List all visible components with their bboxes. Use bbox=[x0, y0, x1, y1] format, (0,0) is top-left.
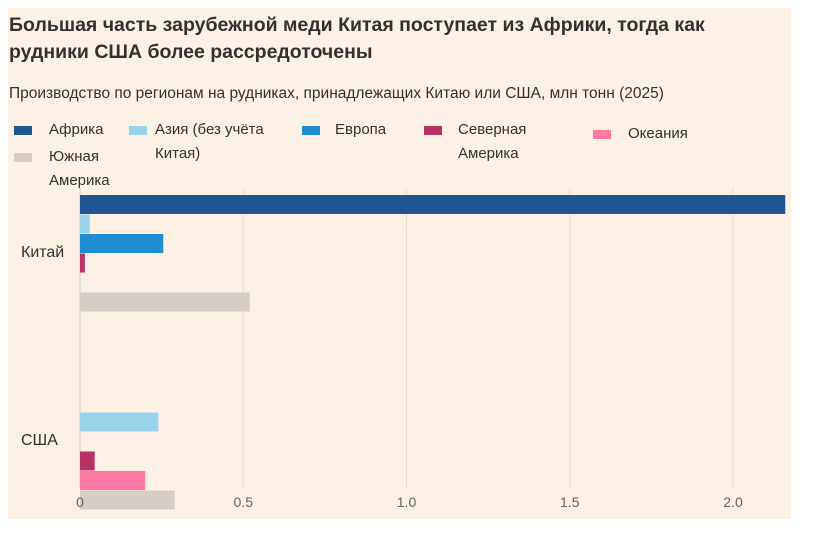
legend-swatch-south-america bbox=[14, 153, 32, 162]
bar-1-5 bbox=[80, 490, 175, 510]
bar-0-5 bbox=[80, 292, 250, 312]
legend-label-north-america: Северная Америка bbox=[458, 121, 527, 162]
legend-item-south-america: Южная Америка bbox=[14, 145, 129, 195]
x-tick-label-0: 0 bbox=[76, 494, 84, 510]
x-tick-label-3: 1.5 bbox=[560, 494, 580, 510]
bar-1-1 bbox=[80, 412, 159, 432]
bar-0-2 bbox=[80, 234, 164, 253]
x-tick-label-2: 1.0 bbox=[397, 494, 417, 510]
legend-swatch-africa bbox=[14, 126, 32, 135]
bar-0-1 bbox=[80, 214, 90, 234]
legend-item-oceania: Океания bbox=[593, 122, 713, 152]
legend-item-africa: Африка bbox=[14, 118, 129, 148]
legend-item-north-america: Северная Америка bbox=[424, 118, 554, 168]
legend-label-asia: Азия (без учёта Китая) bbox=[155, 121, 264, 162]
bar-0-0 bbox=[80, 195, 786, 214]
chart-subtitle: Производство по регионам на рудниках, пр… bbox=[9, 85, 664, 102]
bars-layer bbox=[80, 195, 786, 510]
category-label-0: Китай bbox=[21, 244, 64, 261]
legend-label-south-america: Южная Америка bbox=[49, 148, 110, 189]
legend-swatch-north-america bbox=[424, 126, 442, 135]
legend-swatch-oceania bbox=[593, 130, 611, 139]
legend-label-africa: Африка bbox=[49, 121, 104, 138]
legend-item-asia: Азия (без учёта Китая) bbox=[124, 118, 294, 168]
category-label-1: США bbox=[21, 432, 58, 449]
legend-label-oceania: Океания bbox=[628, 125, 688, 142]
labels-layer: 0 0.5 1.0 1.5 2.0 Китай США bbox=[21, 244, 743, 510]
bar-1-4 bbox=[80, 471, 146, 490]
legend-item-europe: Европа bbox=[302, 118, 412, 148]
bar-0-3 bbox=[80, 253, 85, 273]
legend-swatch-europe bbox=[302, 126, 320, 135]
chart-title: Большая часть зарубежной меди Китая пост… bbox=[9, 14, 705, 63]
bar-1-3 bbox=[80, 451, 95, 471]
x-tick-label-1: 0.5 bbox=[234, 494, 254, 510]
grid-layer bbox=[79, 188, 734, 488]
legend-swatch-asia bbox=[129, 126, 147, 135]
x-tick-label-4: 2.0 bbox=[723, 494, 743, 510]
legend-label-europe: Европа bbox=[335, 121, 387, 138]
chart-panel bbox=[8, 8, 791, 519]
